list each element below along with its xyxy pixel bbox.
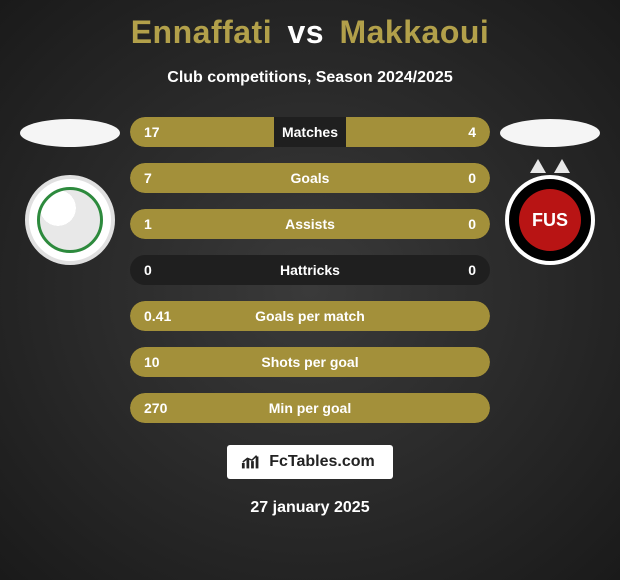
stat-label: Assists (130, 216, 490, 232)
stat-label: Min per goal (130, 400, 490, 416)
stat-row: 10Shots per goal (130, 347, 490, 377)
stat-row: 7Goals0 (130, 163, 490, 193)
stat-label: Goals (130, 170, 490, 186)
left-side (10, 117, 130, 265)
brand-label: FcTables.com (269, 453, 375, 471)
player2-name: Makkaoui (339, 14, 489, 50)
stat-label: Goals per match (130, 308, 490, 324)
crown-icon (530, 155, 570, 173)
brand-badge: FcTables.com (227, 445, 393, 479)
stat-value-right: 0 (468, 216, 476, 232)
infographic-container: Ennaffati vs Makkaoui Club competitions,… (0, 0, 620, 517)
stat-row: 0.41Goals per match (130, 301, 490, 331)
stat-label: Hattricks (130, 262, 490, 278)
player1-name: Ennaffati (131, 14, 272, 50)
bar-chart-icon (241, 454, 263, 470)
stat-row: 1Assists0 (130, 209, 490, 239)
stat-row: 17Matches4 (130, 117, 490, 147)
stat-row: 0Hattricks0 (130, 255, 490, 285)
right-side: FUS (490, 117, 610, 265)
stat-row: 270Min per goal (130, 393, 490, 423)
raja-club-crest (25, 175, 115, 265)
player1-photo-placeholder (20, 119, 120, 147)
stat-value-right: 0 (468, 262, 476, 278)
vs-text: vs (287, 14, 324, 50)
fus-club-crest: FUS (505, 175, 595, 265)
comparison-title: Ennaffati vs Makkaoui (131, 14, 490, 51)
main-row: 17Matches47Goals01Assists00Hattricks00.4… (0, 117, 620, 423)
stat-label: Shots per goal (130, 354, 490, 370)
subtitle: Club competitions, Season 2024/2025 (167, 69, 452, 87)
stat-value-right: 4 (468, 124, 476, 140)
date-text: 27 january 2025 (250, 499, 369, 517)
fus-crest-text: FUS (519, 189, 581, 251)
player2-photo-placeholder (500, 119, 600, 147)
stat-label: Matches (130, 124, 490, 140)
stats-chart: 17Matches47Goals01Assists00Hattricks00.4… (130, 117, 490, 423)
stat-value-right: 0 (468, 170, 476, 186)
